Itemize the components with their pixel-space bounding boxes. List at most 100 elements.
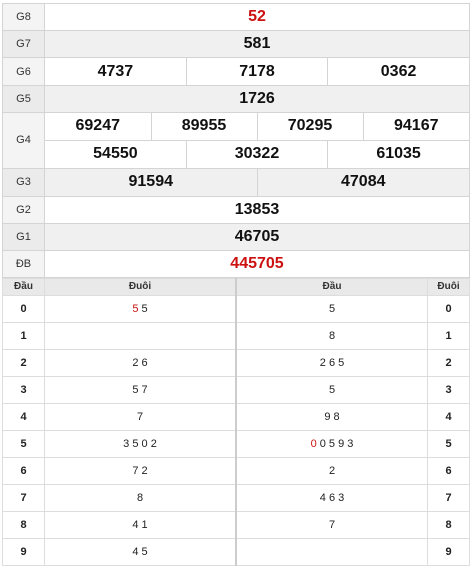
lotto-duoi-2: 9	[427, 537, 470, 566]
lotto-dau-2-value: 2	[328, 464, 336, 477]
lotto-duoi: 5 7	[44, 375, 237, 404]
lotto-dau: 4	[2, 402, 45, 431]
lotto-duoi-value: 8	[136, 491, 144, 504]
value-g4-2: 89955	[150, 113, 257, 141]
lotto-dau-value: 2	[20, 356, 27, 369]
lotto-duoi-2: 3	[427, 375, 470, 404]
lotto-duoi: 2 6	[44, 348, 237, 377]
lotto-duoi: 8	[44, 483, 237, 512]
lotto-duoi-2-value: 2	[445, 356, 452, 369]
lotto-duoi: 7	[44, 402, 237, 431]
row-g2: G2 13853	[2, 195, 470, 224]
g4-values: 69247 89955 70295 94167 54550 30322 6103…	[44, 112, 470, 169]
lotto-row: 1 8 1	[2, 321, 470, 350]
lotto-dau-value: 6	[20, 464, 27, 477]
lotto-dau-value: 1	[20, 329, 27, 342]
label-g3: G3	[2, 167, 45, 197]
prize-table: G8 52 G7 581 G6 4737 7178 0362 G5 1726 G…	[2, 3, 470, 278]
g6-values: 4737 7178 0362	[44, 57, 470, 86]
lotto-duoi-highlight: 5	[132, 302, 139, 315]
lotto-dau: 2	[2, 348, 45, 377]
lotto-duoi-2: 1	[427, 321, 470, 350]
lotto-row: 2 2 6 2 6 5 2	[2, 348, 470, 377]
g3-values: 91594 47084	[44, 167, 470, 197]
value-g6-3: 0362	[327, 58, 469, 85]
header-duoi: Đuôi	[44, 277, 237, 296]
lotto-row: 6 7 2 2 6	[2, 456, 470, 485]
value-g6-2: 7178	[185, 58, 328, 85]
row-g5: G5 1726	[2, 85, 470, 113]
lotto-duoi-2: 2	[427, 348, 470, 377]
lotto-duoi-2-value: 0	[445, 302, 452, 315]
lotto-row: 8 4 1 7 8	[2, 510, 470, 539]
header-duoi-2: Đuôi	[427, 277, 470, 296]
value-g6-1: 4737	[97, 62, 134, 80]
label-g7: G7	[2, 30, 45, 58]
lotto-dau-value: 4	[20, 410, 27, 423]
lotto-dau-2-value: 2 6 5	[319, 356, 345, 369]
value-g7: 581	[44, 30, 470, 58]
lotto-duoi-value: 4 5	[132, 545, 148, 558]
lotto-dau-2: 9 8	[235, 402, 428, 431]
lotto-duoi-2-value: 7	[445, 491, 452, 504]
row-g6: G6 4737 7178 0362	[2, 57, 470, 86]
lotto-dau-value: 9	[20, 545, 27, 558]
lotto-dau-2-value: 9 8	[324, 410, 340, 423]
lotto-duoi-value: 5 7	[132, 383, 148, 396]
lotto-duoi	[44, 321, 237, 350]
label-g4: G4	[2, 112, 45, 169]
lotto-duoi: 4 1	[44, 510, 237, 539]
lotto-dau-2: 0 0 5 9 3	[235, 429, 428, 458]
lotto-dau-value: 8	[20, 518, 27, 531]
row-g7: G7 581	[2, 30, 470, 58]
lotto-duoi-2-value: 1	[445, 329, 452, 342]
lotto-dau: 3	[2, 375, 45, 404]
label-db: ĐB	[2, 249, 45, 278]
value-g4-7: 61035	[327, 140, 469, 168]
header-dau: Đầu	[2, 277, 45, 296]
lotto-duoi-2-value: 8	[445, 518, 452, 531]
row-db: ĐB 445705	[2, 249, 470, 278]
value-g4-5: 54550	[93, 145, 138, 162]
lotto-dau-2-value: 7	[328, 518, 336, 531]
lotto-duoi-2: 5	[427, 429, 470, 458]
lotto-duoi-value: 4 1	[132, 518, 148, 531]
lotto-duoi-2: 6	[427, 456, 470, 485]
lotto-header-row: Đầu Đuôi Đầu Đuôi	[2, 277, 470, 296]
lotto-dau-2-value: 0 5 9 3	[316, 437, 354, 450]
value-g3-2: 47084	[256, 168, 469, 196]
lotto-duoi-value: 2 6	[132, 356, 148, 369]
lotto-duoi-2: 0	[427, 294, 470, 323]
lotto-duoi-value: 7	[136, 410, 144, 423]
lotto-dau-value: 3	[20, 383, 27, 396]
lotto-duoi-2: 8	[427, 510, 470, 539]
value-g4-6: 30322	[185, 140, 328, 168]
lotto-duoi-2-value: 4	[445, 410, 452, 423]
lotto-dau: 1	[2, 321, 45, 350]
value-g5: 1726	[44, 85, 470, 113]
label-g5: G5	[2, 85, 45, 113]
value-g4-4: 94167	[362, 113, 469, 141]
value-db: 445705	[44, 249, 470, 278]
lotto-duoi-2-value: 3	[445, 383, 452, 396]
lotto-dau-2: 2 6 5	[235, 348, 428, 377]
lotto-duoi-value: 7 2	[132, 464, 148, 477]
header-dau-2: Đầu	[235, 277, 428, 296]
lotto-duoi-2: 7	[427, 483, 470, 512]
lottery-results: G8 52 G7 581 G6 4737 7178 0362 G5 1726 G…	[2, 3, 470, 566]
lotto-head-tail-table: Đầu Đuôi Đầu Đuôi 0 5 5 5 0 1 8 1 2 2 6 2 6 5 2 3 5 …	[2, 277, 470, 566]
row-g8: G8 52	[2, 3, 470, 31]
label-g1: G1	[2, 222, 45, 251]
lotto-dau-value: 5	[20, 437, 27, 450]
lotto-dau-2-value: 5	[328, 302, 336, 315]
lotto-dau-value: 0	[20, 302, 27, 315]
lotto-dau-2: 2	[235, 456, 428, 485]
lotto-row: 9 4 5 9	[2, 537, 470, 566]
lotto-duoi: 4 5	[44, 537, 237, 566]
lotto-dau-2: 5	[235, 375, 428, 404]
value-g2: 13853	[44, 195, 470, 224]
lotto-dau-2-value: 8	[328, 329, 336, 342]
value-g8: 52	[44, 3, 470, 31]
lotto-duoi-2-value: 5	[445, 437, 452, 450]
